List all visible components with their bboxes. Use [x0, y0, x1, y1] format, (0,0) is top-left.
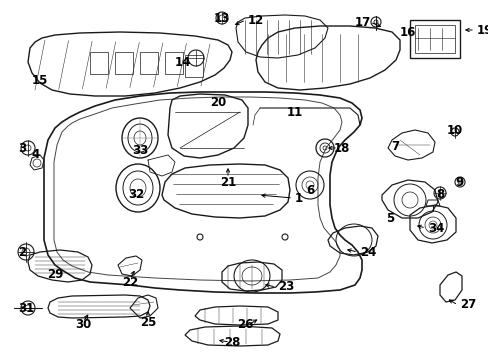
- Text: 12: 12: [247, 13, 264, 27]
- Text: 30: 30: [75, 319, 91, 332]
- Text: 28: 28: [224, 336, 240, 348]
- Text: 33: 33: [132, 144, 148, 157]
- Text: 32: 32: [128, 189, 144, 202]
- Text: 13: 13: [213, 12, 230, 24]
- Text: 3: 3: [18, 141, 26, 154]
- Text: 17: 17: [354, 15, 370, 28]
- Text: 21: 21: [220, 176, 236, 189]
- Text: 24: 24: [359, 246, 376, 258]
- Text: 11: 11: [286, 105, 303, 118]
- Text: 7: 7: [390, 140, 398, 153]
- Text: 27: 27: [459, 298, 475, 311]
- Text: 31: 31: [18, 302, 34, 315]
- Text: 6: 6: [305, 184, 313, 197]
- Text: 34: 34: [427, 221, 444, 234]
- Text: 18: 18: [333, 141, 349, 154]
- Text: 10: 10: [446, 123, 462, 136]
- Text: 4: 4: [32, 148, 40, 162]
- Text: 15: 15: [32, 73, 48, 86]
- Text: 19: 19: [476, 23, 488, 36]
- Text: 23: 23: [278, 280, 294, 293]
- Text: 29: 29: [47, 269, 63, 282]
- Text: 16: 16: [399, 26, 415, 39]
- Text: 9: 9: [454, 176, 462, 189]
- Text: 14: 14: [174, 55, 191, 68]
- Text: 1: 1: [294, 192, 303, 204]
- Text: 5: 5: [385, 211, 393, 225]
- Text: 26: 26: [236, 319, 253, 332]
- Text: 25: 25: [140, 315, 156, 328]
- Text: 2: 2: [18, 246, 26, 258]
- Text: 22: 22: [122, 276, 138, 289]
- Text: 8: 8: [435, 189, 443, 202]
- Text: 20: 20: [209, 95, 225, 108]
